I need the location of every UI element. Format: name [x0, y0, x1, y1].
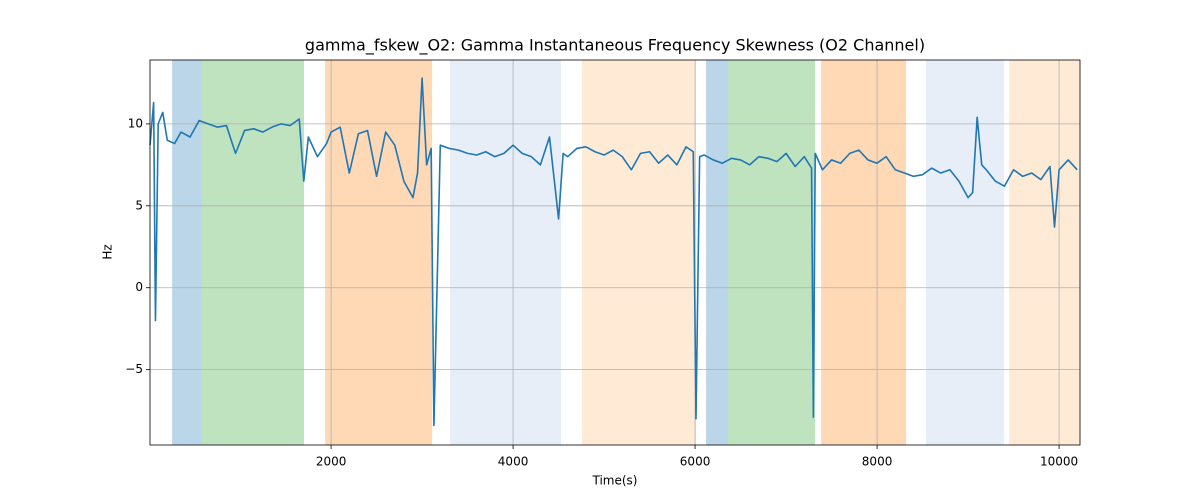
- span: [172, 60, 203, 445]
- x-tick-label: 2000: [316, 455, 347, 469]
- span: [202, 60, 305, 445]
- chart-title: gamma_fskew_O2: Gamma Instantaneous Freq…: [305, 36, 925, 56]
- span: [926, 60, 1005, 445]
- span: [450, 60, 562, 445]
- x-tick-label: 8000: [862, 455, 893, 469]
- y-tick-label: 5: [135, 198, 143, 212]
- span: [582, 60, 697, 445]
- span: [706, 60, 729, 445]
- x-tick-label: 6000: [680, 455, 711, 469]
- ticks: 2000 4000 6000 8000 10000 −5 0 5 10: [125, 116, 1078, 468]
- lines: [149, 77, 1078, 427]
- y-axis-label: Hz: [101, 244, 115, 259]
- span: [821, 60, 907, 445]
- y-tick-label: 10: [128, 116, 143, 130]
- x-tick-label: 10000: [1040, 455, 1078, 469]
- x-tick-label: 4000: [498, 455, 529, 469]
- x-axis-label: Time(s): [592, 474, 638, 488]
- span: [1009, 60, 1081, 445]
- data-line: [149, 77, 1078, 427]
- span: [325, 60, 433, 445]
- y-tick-label: −5: [125, 362, 143, 376]
- plot-frame: [149, 59, 1081, 446]
- span: [728, 60, 816, 445]
- grid: [150, 60, 1080, 445]
- y-tick-label: 0: [135, 280, 143, 294]
